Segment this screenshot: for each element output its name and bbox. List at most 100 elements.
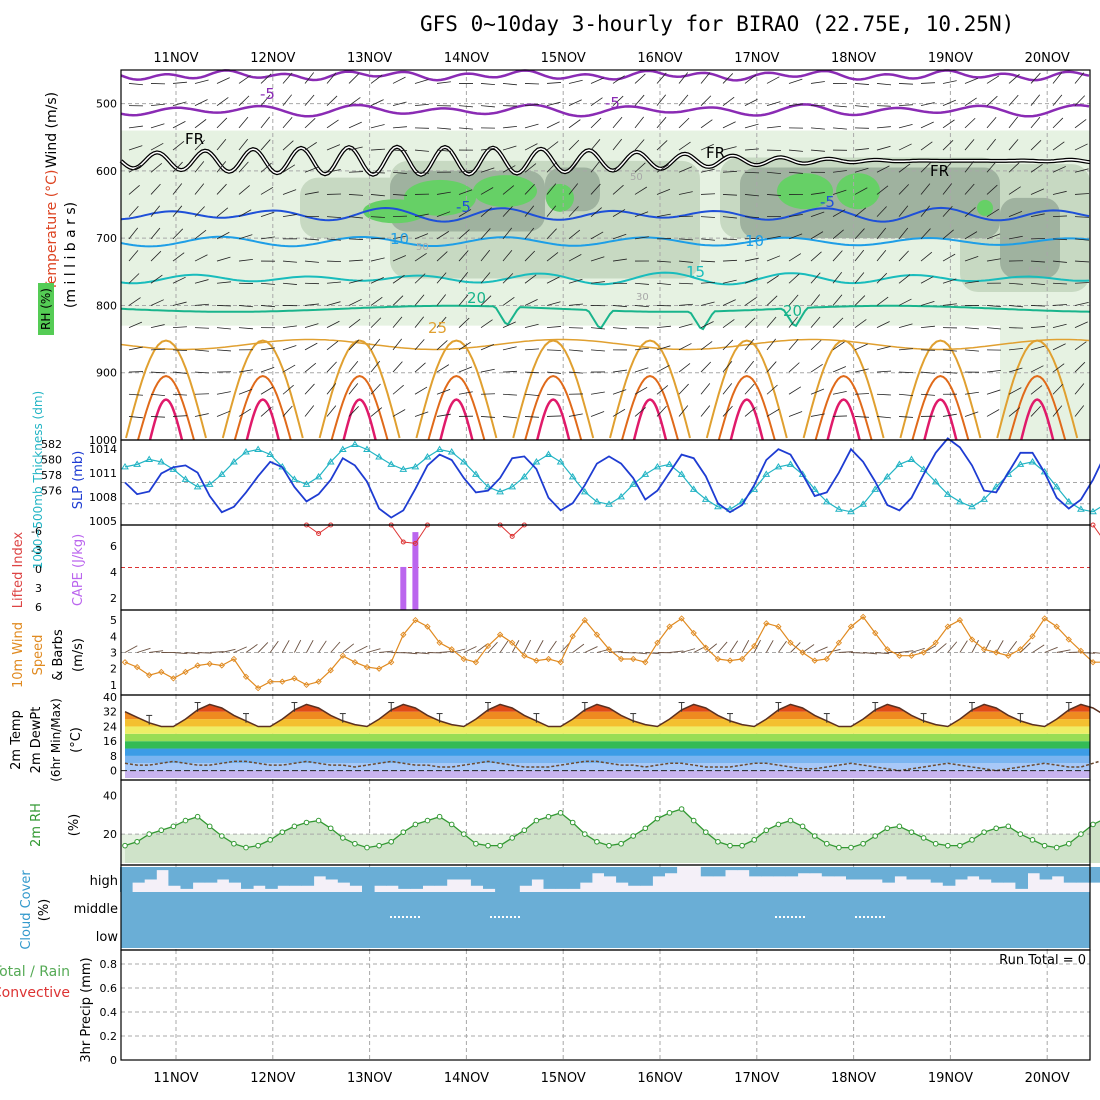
- surface-wind-barb: [681, 648, 696, 653]
- surface-wind-barb: [947, 641, 958, 653]
- upper-wind-barb: [502, 416, 517, 419]
- upper-wind-barb: [238, 369, 253, 373]
- upper-wind-barb: [1074, 238, 1089, 241]
- cloud-high-bar: [277, 867, 290, 886]
- day-label-bottom: 19NOV: [928, 1071, 973, 1086]
- upper-wind-barb: [920, 82, 936, 84]
- upper-wind-barb: [1074, 301, 1089, 306]
- y-tick-label: 582: [41, 438, 62, 451]
- thickness-point: [472, 470, 480, 477]
- cloud-high-bar: [858, 867, 871, 880]
- upper-wind-barb: [304, 323, 319, 329]
- wind-speed-point: [121, 659, 129, 666]
- upper-wind-barb: [744, 123, 759, 129]
- surface-wind-barb: [269, 640, 279, 653]
- upper-wind-barb: [634, 236, 649, 240]
- y-tick-label: 8: [110, 750, 117, 763]
- surface-wind-barb: [935, 643, 947, 653]
- upper-wind-barb: [1030, 385, 1043, 395]
- upper-wind-barb: [1030, 163, 1043, 173]
- wind-speed-point: [775, 623, 782, 630]
- upper-wind-barb: [568, 183, 579, 195]
- upper-wind-barb: [216, 327, 231, 330]
- upper-wind-barb: [854, 272, 865, 284]
- upper-wind-barb: [964, 231, 978, 240]
- upper-wind-barb: [568, 99, 582, 107]
- surface-wind-barb: [197, 652, 212, 654]
- upper-wind-barb: [546, 252, 559, 262]
- surface-wind-barb: [221, 648, 236, 653]
- wind-speed-axis-title: Speed: [31, 635, 46, 676]
- isotherm-35-loop: [535, 398, 571, 441]
- upper-wind-barb: [260, 116, 271, 129]
- thickness-point: [629, 480, 638, 487]
- y-tick-label: 700: [96, 232, 117, 245]
- upper-wind-barb: [216, 410, 231, 417]
- thickness-point: [580, 487, 589, 495]
- upper-wind-barb: [260, 386, 274, 395]
- upper-wind-barb: [348, 383, 359, 395]
- cloud-high-bar: [785, 867, 799, 877]
- upper-wind-barb: [898, 227, 909, 240]
- upper-wind-barb: [898, 104, 913, 107]
- upper-wind-barb: [942, 303, 957, 306]
- rh-point: [436, 813, 443, 820]
- day-label-top: 11NOV: [153, 51, 198, 66]
- upper-wind-barb: [590, 117, 602, 129]
- upper-wind-barb: [766, 101, 781, 107]
- rh-point: [799, 823, 806, 830]
- rh-point: [122, 842, 128, 849]
- thickness-point: [641, 470, 650, 477]
- isotherm-20: [120, 304, 1091, 331]
- cloud-high-bar: [1088, 867, 1100, 883]
- upper-wind-barb: [1008, 186, 1021, 195]
- upper-wind-barb: [876, 249, 887, 262]
- upper-wind-barb: [238, 209, 252, 218]
- isotherm-35-loop: [342, 398, 377, 441]
- upper-wind-barb: [832, 272, 843, 284]
- cloud-high-bar: [410, 867, 423, 889]
- rh-point: [412, 821, 419, 828]
- upper-wind-barb: [282, 94, 293, 106]
- rh-point: [908, 829, 915, 835]
- upper-wind-barb: [898, 348, 913, 351]
- upper-wind-barb: [854, 249, 865, 262]
- day-label-bottom: 17NOV: [734, 1071, 779, 1086]
- surface-wind-barb: [826, 648, 841, 653]
- upper-wind-barb: [172, 252, 185, 262]
- upper-wind-barb: [854, 416, 869, 418]
- isotherm-30-loop: [911, 375, 970, 441]
- day-label-top: 14NOV: [444, 51, 489, 66]
- upper-wind-barb: [854, 368, 869, 373]
- upper-wind-barb: [150, 324, 165, 329]
- upper-wind-barb: [414, 213, 429, 218]
- thickness-point: [956, 497, 964, 505]
- upper-wind-barb: [634, 367, 649, 373]
- thickness-point: [1064, 497, 1073, 505]
- upper-wind-barb: [898, 83, 914, 85]
- upper-wind-barb: [810, 127, 825, 130]
- isotherm-5: [120, 206, 1090, 223]
- upper-wind-barb: [876, 370, 891, 373]
- day-label-bottom: 11NOV: [153, 1071, 198, 1086]
- upper-wind-barb: [524, 205, 535, 217]
- thickness-point: [810, 485, 819, 492]
- precip-total-label: Total / Rain: [0, 964, 70, 980]
- wind-speed-point: [787, 639, 794, 646]
- upper-wind-barb: [326, 119, 339, 129]
- surface-wind-barb: [1020, 642, 1031, 653]
- upper-wind-barb: [722, 121, 736, 129]
- upper-wind-barb: [150, 393, 165, 397]
- upper-wind-barb: [766, 76, 780, 84]
- upper-wind-barb: [854, 295, 866, 306]
- upper-wind-barb: [458, 391, 473, 395]
- upper-wind-barb: [128, 416, 143, 419]
- chart-title: GFS 0~10day 3-hourly for BIRAO (22.75E, …: [420, 12, 1015, 36]
- isotherm-30-loop: [524, 375, 583, 441]
- upper-wind-barb: [1074, 405, 1085, 417]
- contour-label: FR: [706, 144, 725, 162]
- surface-wind-barb: [850, 652, 866, 654]
- upper-wind-barb: [150, 163, 163, 173]
- upper-wind-barb: [590, 327, 605, 330]
- upper-wind-barb: [1074, 361, 1086, 373]
